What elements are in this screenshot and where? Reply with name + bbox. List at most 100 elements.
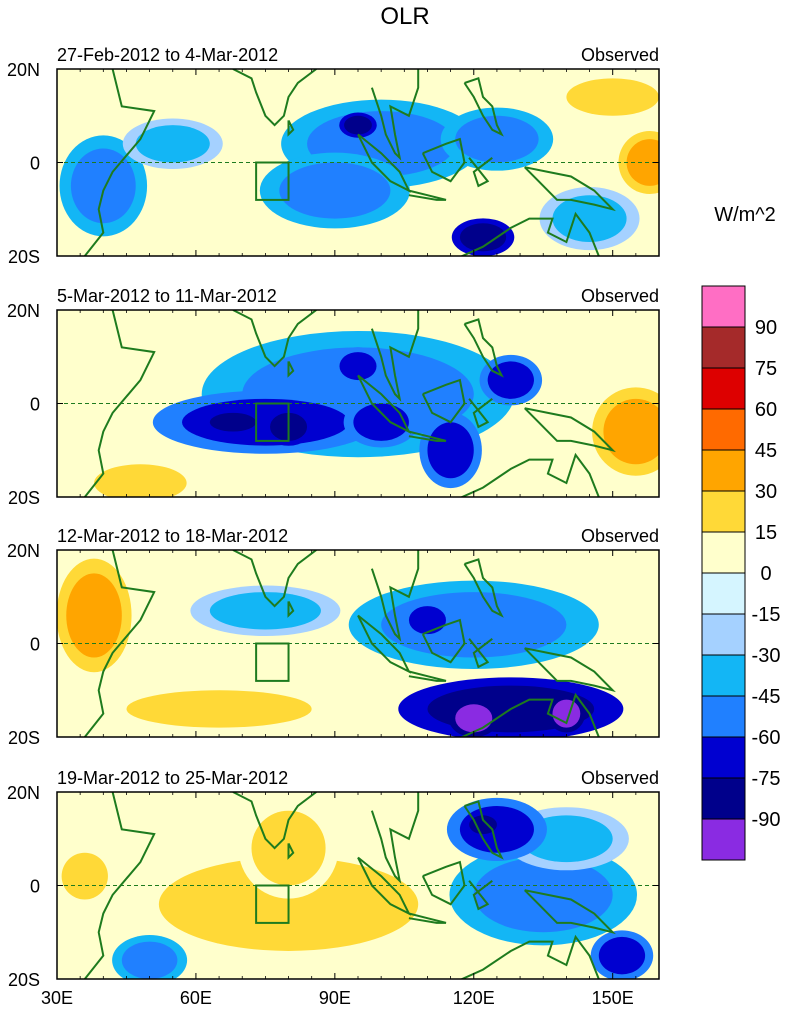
coastline <box>459 452 600 497</box>
coastline <box>287 119 295 137</box>
colorbar-label: 45 <box>755 440 777 462</box>
x-tick-label: 150E <box>592 988 634 1008</box>
colorbar: 90 75 60 45 30 15 0 -15 -30 -45 -60 -75 -90 <box>701 285 781 861</box>
coastline <box>84 69 156 256</box>
coastline <box>232 310 317 368</box>
anomaly-cell <box>626 139 659 186</box>
colorbar-swatch <box>701 408 746 451</box>
coastline <box>463 558 504 618</box>
coastline <box>370 69 420 161</box>
coastline <box>523 166 616 212</box>
panel-period: 19-Mar-2012 to 25-Mar-2012 <box>57 768 288 788</box>
coastline <box>468 157 493 188</box>
anomaly-cell <box>603 398 659 465</box>
coastline <box>463 318 504 378</box>
coastline <box>408 189 447 201</box>
anomaly-cell <box>339 352 377 381</box>
coastline <box>408 430 447 442</box>
coastline <box>523 407 616 453</box>
colorbar-label: -60 <box>752 727 781 749</box>
anomaly-cell <box>552 699 581 728</box>
coastline <box>463 77 504 137</box>
colorbar-swatch <box>701 818 746 861</box>
colorbar-swatch <box>701 326 746 369</box>
colorbar-swatch <box>701 367 746 410</box>
anomaly-cell <box>121 941 178 979</box>
y-tick-label: 0 <box>30 154 40 174</box>
y-tick-label: 20S <box>8 970 40 990</box>
anomaly-cell <box>209 592 321 630</box>
coastline <box>523 889 616 935</box>
coastline <box>287 842 295 860</box>
figure-title: OLR <box>380 3 429 30</box>
colorbar-swatch <box>701 490 746 533</box>
y-tick-label: 20N <box>7 783 40 803</box>
anomaly-cell <box>427 422 474 479</box>
panel-3: 20N 0 20S 12-Mar-2012 to 18-Mar-2012 Observe… <box>7 526 660 748</box>
panel-period: 27-Feb-2012 to 4-Mar-2012 <box>57 45 278 65</box>
coastline <box>287 360 295 378</box>
coastline <box>370 792 420 884</box>
colorbar-label: -30 <box>752 645 781 667</box>
y-tick-label: 20S <box>8 247 40 267</box>
panel-4: 20N 0 20S 19-Mar-2012 to 25-Mar-2012 Observe… <box>7 768 660 990</box>
colorbar-units: W/m^2 <box>714 204 776 226</box>
anomaly-cell <box>66 573 122 658</box>
coastline <box>287 600 295 618</box>
coastline <box>523 647 616 693</box>
colorbar-swatch <box>701 285 746 328</box>
anomaly-cell <box>566 573 659 602</box>
anomaly-cell <box>344 115 372 135</box>
panel-label: Observed <box>581 526 659 546</box>
coastline <box>84 792 156 979</box>
coastline <box>463 800 504 860</box>
colorbar-label: 75 <box>755 358 777 380</box>
colorbar-label: 30 <box>755 481 777 503</box>
index-box <box>255 402 290 442</box>
coastline <box>232 792 317 850</box>
panel-period: 5-Mar-2012 to 11-Mar-2012 <box>57 286 277 306</box>
index-box <box>255 161 290 201</box>
colorbar-label: 90 <box>755 317 777 339</box>
panel-label: Observed <box>581 768 659 788</box>
colorbar-swatch <box>701 654 746 697</box>
y-tick-label: 20N <box>7 60 40 80</box>
anomaly-cell <box>487 361 534 399</box>
coastline <box>84 310 156 497</box>
colorbar-label: 15 <box>755 522 777 544</box>
colorbar-swatch <box>701 449 746 492</box>
coastline <box>370 310 420 402</box>
anomaly-cell <box>279 162 391 219</box>
colorbar-label: -90 <box>752 809 781 831</box>
colorbar-label: -75 <box>752 768 781 790</box>
y-tick-label: 20S <box>8 488 40 508</box>
olr-field <box>59 71 659 256</box>
panel-2: 20N 0 20S 5-Mar-2012 to 11-Mar-2012 Observed <box>7 286 660 508</box>
coastline <box>370 550 420 642</box>
anomaly-cell <box>408 606 446 635</box>
colorbar-swatch <box>701 531 746 574</box>
colorbar-label: -15 <box>752 604 781 626</box>
colorbar-label: 0 <box>760 563 771 585</box>
y-tick-label: 20S <box>8 728 40 748</box>
coastline <box>468 638 493 669</box>
y-tick-label: 0 <box>30 395 40 415</box>
colorbar-swatch <box>701 736 746 779</box>
coastlines <box>84 792 616 979</box>
x-tick-label: 120E <box>453 988 495 1008</box>
anomaly-cell <box>126 690 312 728</box>
panel-label: Observed <box>581 45 659 65</box>
coastline <box>459 692 600 737</box>
x-axis: 30E 60E 90E 120E 150E <box>41 988 634 1008</box>
colorbar-swatch <box>701 572 746 615</box>
y-tick-label: 0 <box>30 635 40 655</box>
anomaly-cell <box>455 704 493 733</box>
colorbar-label: 60 <box>755 399 777 421</box>
coastline <box>232 550 317 608</box>
anomaly-cell <box>459 223 507 252</box>
y-tick-label: 20N <box>7 541 40 561</box>
colorbar-swatch <box>701 695 746 738</box>
anomaly-cell <box>209 412 257 432</box>
coastline <box>468 398 493 429</box>
colorbar-label: -45 <box>752 686 781 708</box>
